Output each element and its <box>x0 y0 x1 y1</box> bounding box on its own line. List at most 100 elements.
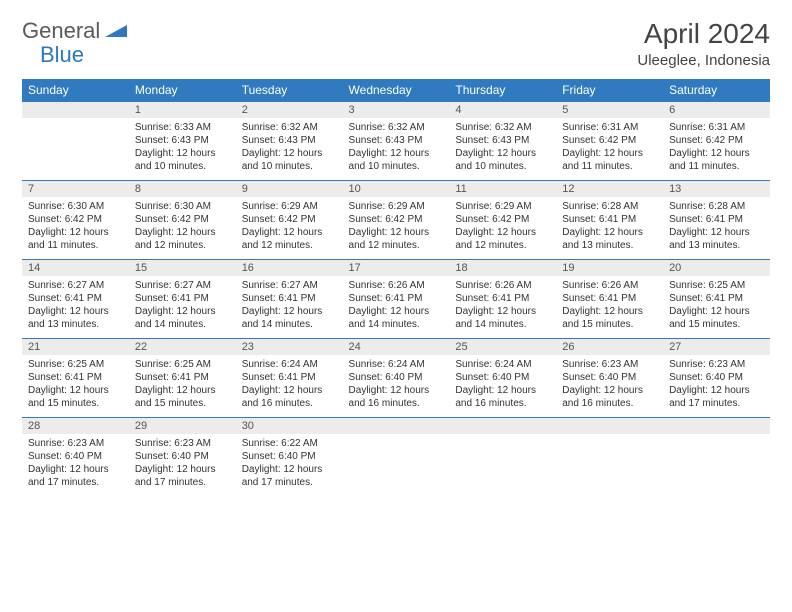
day-number: 4 <box>449 102 556 118</box>
sunset-text: Sunset: 6:42 PM <box>562 134 657 147</box>
sunset-text: Sunset: 6:41 PM <box>242 292 337 305</box>
day-number: 13 <box>663 181 770 197</box>
day-content: Sunrise: 6:24 AMSunset: 6:40 PMDaylight:… <box>449 355 556 417</box>
day-content: Sunrise: 6:26 AMSunset: 6:41 PMDaylight:… <box>556 276 663 338</box>
sunrise-text: Sunrise: 6:25 AM <box>28 358 123 371</box>
day-content: Sunrise: 6:23 AMSunset: 6:40 PMDaylight:… <box>663 355 770 417</box>
day-number: 10 <box>343 181 450 197</box>
sunset-text: Sunset: 6:41 PM <box>349 292 444 305</box>
sunset-text: Sunset: 6:41 PM <box>28 292 123 305</box>
week-content-row: Sunrise: 6:27 AMSunset: 6:41 PMDaylight:… <box>22 276 770 339</box>
sunset-text: Sunset: 6:41 PM <box>242 371 337 384</box>
day-content: Sunrise: 6:29 AMSunset: 6:42 PMDaylight:… <box>343 197 450 259</box>
day-number: 20 <box>663 260 770 276</box>
day-number: 14 <box>22 260 129 276</box>
day-number <box>449 418 556 434</box>
day-content: Sunrise: 6:29 AMSunset: 6:42 PMDaylight:… <box>449 197 556 259</box>
day-content: Sunrise: 6:31 AMSunset: 6:42 PMDaylight:… <box>663 118 770 180</box>
day-number <box>663 418 770 434</box>
day-content <box>556 434 663 496</box>
sunset-text: Sunset: 6:43 PM <box>242 134 337 147</box>
sunrise-text: Sunrise: 6:33 AM <box>135 121 230 134</box>
day-content: Sunrise: 6:25 AMSunset: 6:41 PMDaylight:… <box>663 276 770 338</box>
sunrise-text: Sunrise: 6:29 AM <box>349 200 444 213</box>
sunset-text: Sunset: 6:41 PM <box>669 292 764 305</box>
sunrise-text: Sunrise: 6:28 AM <box>669 200 764 213</box>
day-number: 7 <box>22 181 129 197</box>
sunrise-text: Sunrise: 6:25 AM <box>135 358 230 371</box>
weekday-header: Saturday <box>663 79 770 102</box>
sunrise-text: Sunrise: 6:30 AM <box>135 200 230 213</box>
sunset-text: Sunset: 6:40 PM <box>28 450 123 463</box>
sunset-text: Sunset: 6:41 PM <box>28 371 123 384</box>
sunrise-text: Sunrise: 6:31 AM <box>669 121 764 134</box>
sunset-text: Sunset: 6:42 PM <box>349 213 444 226</box>
weekday-header: Monday <box>129 79 236 102</box>
daylight-text: Daylight: 12 hours and 12 minutes. <box>455 226 550 252</box>
daylight-text: Daylight: 12 hours and 16 minutes. <box>349 384 444 410</box>
sunset-text: Sunset: 6:43 PM <box>349 134 444 147</box>
daylight-text: Daylight: 12 hours and 10 minutes. <box>135 147 230 173</box>
day-content: Sunrise: 6:23 AMSunset: 6:40 PMDaylight:… <box>22 434 129 496</box>
sunset-text: Sunset: 6:41 PM <box>135 292 230 305</box>
week-content-row: Sunrise: 6:23 AMSunset: 6:40 PMDaylight:… <box>22 434 770 496</box>
day-content: Sunrise: 6:26 AMSunset: 6:41 PMDaylight:… <box>449 276 556 338</box>
day-content <box>449 434 556 496</box>
day-content <box>663 434 770 496</box>
daylight-text: Daylight: 12 hours and 11 minutes. <box>28 226 123 252</box>
logo-triangle-icon <box>105 21 127 42</box>
weekday-header: Thursday <box>449 79 556 102</box>
day-number: 24 <box>343 339 450 355</box>
day-number: 16 <box>236 260 343 276</box>
sunset-text: Sunset: 6:41 PM <box>562 213 657 226</box>
sunset-text: Sunset: 6:40 PM <box>455 371 550 384</box>
daylight-text: Daylight: 12 hours and 10 minutes. <box>455 147 550 173</box>
weekday-header: Friday <box>556 79 663 102</box>
sunrise-text: Sunrise: 6:31 AM <box>562 121 657 134</box>
sunrise-text: Sunrise: 6:22 AM <box>242 437 337 450</box>
day-number: 12 <box>556 181 663 197</box>
sunset-text: Sunset: 6:40 PM <box>349 371 444 384</box>
day-number <box>343 418 450 434</box>
day-content <box>343 434 450 496</box>
weekday-header: Sunday <box>22 79 129 102</box>
sunrise-text: Sunrise: 6:27 AM <box>135 279 230 292</box>
weekday-header-row: Sunday Monday Tuesday Wednesday Thursday… <box>22 79 770 102</box>
week-daynum-row: 123456 <box>22 102 770 119</box>
sunrise-text: Sunrise: 6:23 AM <box>669 358 764 371</box>
daylight-text: Daylight: 12 hours and 13 minutes. <box>562 226 657 252</box>
day-content: Sunrise: 6:27 AMSunset: 6:41 PMDaylight:… <box>129 276 236 338</box>
day-content: Sunrise: 6:33 AMSunset: 6:43 PMDaylight:… <box>129 118 236 180</box>
day-number: 17 <box>343 260 450 276</box>
logo-text-blue: Blue <box>40 42 84 68</box>
day-content: Sunrise: 6:31 AMSunset: 6:42 PMDaylight:… <box>556 118 663 180</box>
day-number <box>22 102 129 118</box>
daylight-text: Daylight: 12 hours and 15 minutes. <box>562 305 657 331</box>
week-daynum-row: 282930 <box>22 418 770 435</box>
week-content-row: Sunrise: 6:33 AMSunset: 6:43 PMDaylight:… <box>22 118 770 181</box>
day-content: Sunrise: 6:25 AMSunset: 6:41 PMDaylight:… <box>129 355 236 417</box>
sunrise-text: Sunrise: 6:29 AM <box>242 200 337 213</box>
day-number: 27 <box>663 339 770 355</box>
sunset-text: Sunset: 6:41 PM <box>135 371 230 384</box>
sunrise-text: Sunrise: 6:23 AM <box>562 358 657 371</box>
daylight-text: Daylight: 12 hours and 13 minutes. <box>669 226 764 252</box>
sunset-text: Sunset: 6:42 PM <box>242 213 337 226</box>
day-number: 6 <box>663 102 770 118</box>
sunrise-text: Sunrise: 6:24 AM <box>242 358 337 371</box>
week-daynum-row: 78910111213 <box>22 181 770 198</box>
daylight-text: Daylight: 12 hours and 13 minutes. <box>28 305 123 331</box>
daylight-text: Daylight: 12 hours and 16 minutes. <box>562 384 657 410</box>
daylight-text: Daylight: 12 hours and 12 minutes. <box>242 226 337 252</box>
day-number: 8 <box>129 181 236 197</box>
calendar-table: Sunday Monday Tuesday Wednesday Thursday… <box>22 79 770 496</box>
daylight-text: Daylight: 12 hours and 10 minutes. <box>242 147 337 173</box>
week-daynum-row: 21222324252627 <box>22 339 770 356</box>
daylight-text: Daylight: 12 hours and 11 minutes. <box>669 147 764 173</box>
day-content: Sunrise: 6:32 AMSunset: 6:43 PMDaylight:… <box>236 118 343 180</box>
day-number: 26 <box>556 339 663 355</box>
daylight-text: Daylight: 12 hours and 14 minutes. <box>242 305 337 331</box>
day-content: Sunrise: 6:29 AMSunset: 6:42 PMDaylight:… <box>236 197 343 259</box>
sunset-text: Sunset: 6:41 PM <box>455 292 550 305</box>
day-content: Sunrise: 6:30 AMSunset: 6:42 PMDaylight:… <box>22 197 129 259</box>
